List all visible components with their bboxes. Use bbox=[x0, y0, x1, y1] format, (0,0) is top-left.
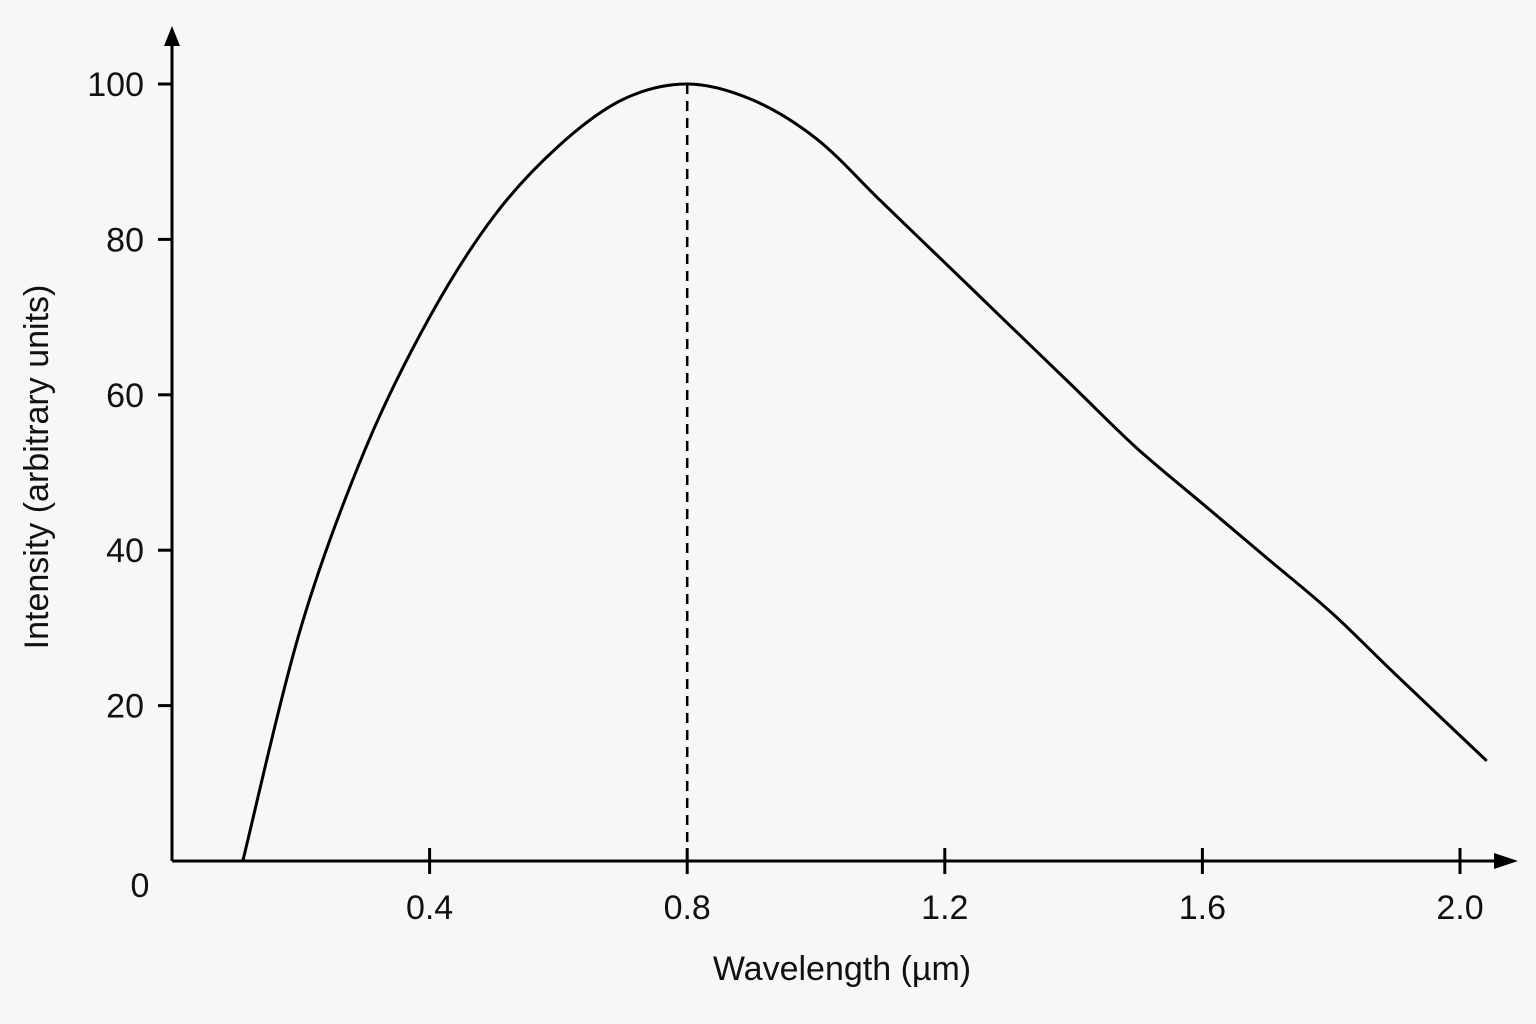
origin-tick-label: 0 bbox=[131, 867, 150, 905]
y-axis-title: Intensity (arbitrary units) bbox=[18, 285, 56, 650]
axes bbox=[164, 26, 1518, 869]
y-axis-arrowhead bbox=[164, 26, 180, 46]
y-tick-label: 60 bbox=[106, 377, 144, 415]
y-tick-label: 80 bbox=[106, 221, 144, 259]
x-tick-label: 0.4 bbox=[406, 889, 453, 927]
x-tick-label: 1.6 bbox=[1179, 889, 1226, 927]
x-tick-label: 2.0 bbox=[1436, 889, 1483, 927]
series bbox=[241, 82, 1488, 863]
intensity-curve bbox=[241, 82, 1488, 863]
x-axis-arrowhead bbox=[1494, 853, 1518, 869]
ticks: 0.4 0.8 1.2 1.6 2.0 20 40 60 80 100 bbox=[87, 66, 1483, 927]
x-tick-label: 0.8 bbox=[664, 889, 711, 927]
x-axis-title: Wavelength (µm) bbox=[713, 950, 971, 988]
x-tick-label: 1.2 bbox=[921, 889, 968, 927]
y-tick-label: 40 bbox=[106, 532, 144, 570]
y-tick-label: 20 bbox=[106, 688, 144, 726]
y-tick-label: 100 bbox=[87, 66, 144, 104]
